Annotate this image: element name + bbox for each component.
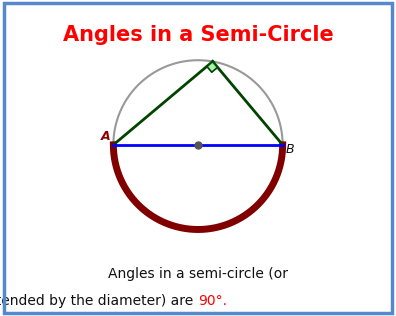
Text: Angles in a Semi-Circle: Angles in a Semi-Circle [63,25,333,45]
Text: Angles in a semi-circle (or: Angles in a semi-circle (or [108,267,288,281]
Polygon shape [207,62,217,72]
Text: 90°.: 90°. [198,294,227,308]
Text: B: B [286,143,295,156]
Text: A: A [101,130,110,143]
Text: subtended by the diameter) are: subtended by the diameter) are [0,294,198,308]
